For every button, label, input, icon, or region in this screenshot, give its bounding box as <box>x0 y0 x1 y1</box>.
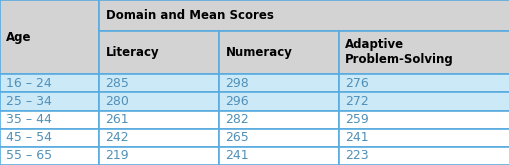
Text: 280: 280 <box>105 95 129 108</box>
Bar <box>99 31 219 74</box>
Text: 265: 265 <box>225 131 249 144</box>
Bar <box>0 129 99 147</box>
Bar <box>99 129 219 147</box>
Bar <box>338 111 509 129</box>
Bar <box>0 74 99 92</box>
Bar <box>219 111 338 129</box>
Bar <box>219 74 338 92</box>
Bar <box>99 0 509 31</box>
Bar <box>219 92 338 111</box>
Bar <box>0 92 99 111</box>
Bar <box>0 147 99 165</box>
Text: Numeracy: Numeracy <box>225 46 292 59</box>
Text: 241: 241 <box>345 131 368 144</box>
Text: 45 – 54: 45 – 54 <box>6 131 52 144</box>
Bar <box>338 129 509 147</box>
Text: 261: 261 <box>105 113 129 126</box>
Text: 223: 223 <box>345 149 368 162</box>
Text: 16 – 24: 16 – 24 <box>6 77 52 90</box>
Text: Adaptive
Problem-Solving: Adaptive Problem-Solving <box>345 38 453 66</box>
Text: 35 – 44: 35 – 44 <box>6 113 52 126</box>
Bar <box>0 111 99 129</box>
Bar <box>338 74 509 92</box>
Text: 272: 272 <box>345 95 369 108</box>
Text: 219: 219 <box>105 149 129 162</box>
Text: Literacy: Literacy <box>105 46 159 59</box>
Bar <box>99 147 219 165</box>
Text: 296: 296 <box>225 95 248 108</box>
Text: 276: 276 <box>345 77 369 90</box>
Bar <box>99 92 219 111</box>
Text: 259: 259 <box>345 113 369 126</box>
Bar <box>338 147 509 165</box>
Text: 282: 282 <box>225 113 249 126</box>
Text: 25 – 34: 25 – 34 <box>6 95 52 108</box>
Text: 298: 298 <box>225 77 249 90</box>
Bar <box>219 147 338 165</box>
Text: 241: 241 <box>225 149 248 162</box>
Bar <box>219 31 338 74</box>
Text: Domain and Mean Scores: Domain and Mean Scores <box>105 9 273 22</box>
Text: Age: Age <box>6 31 32 44</box>
Bar <box>99 111 219 129</box>
Text: 242: 242 <box>105 131 129 144</box>
Bar <box>0 0 99 74</box>
Text: 55 – 65: 55 – 65 <box>6 149 52 162</box>
Bar <box>219 129 338 147</box>
Bar <box>338 31 509 74</box>
Text: 285: 285 <box>105 77 129 90</box>
Bar <box>99 74 219 92</box>
Bar <box>338 92 509 111</box>
